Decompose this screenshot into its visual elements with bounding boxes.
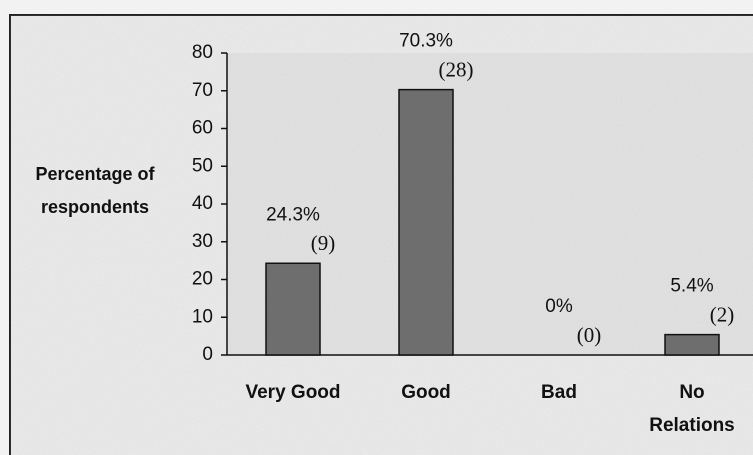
x-tick-label: Very Good <box>245 382 341 403</box>
y-tick-label: 60 <box>192 118 213 139</box>
texture <box>10 15 753 455</box>
x-tick-label: Bad <box>541 382 577 403</box>
count-label: (28) <box>439 57 474 81</box>
x-tick-label: Good <box>401 382 451 403</box>
value-label: 24.3% <box>266 204 320 225</box>
y-tick-label: 20 <box>192 269 213 290</box>
y-tick-label: 10 <box>192 306 213 327</box>
count-label: (9) <box>311 231 336 255</box>
y-axis-label: Percentage of respondents <box>35 164 155 217</box>
y-tick-label: 0 <box>202 344 213 365</box>
count-label: (0) <box>577 323 602 347</box>
value-label: 0% <box>545 296 573 317</box>
value-label: 5.4% <box>670 276 713 297</box>
bar <box>398 88 454 356</box>
y-tick-label: 40 <box>192 193 213 214</box>
y-tick-label: 50 <box>192 155 213 176</box>
value-label: 70.3% <box>399 31 453 52</box>
y-tick-label: 30 <box>192 231 213 252</box>
y-tick-label: 80 <box>192 42 213 63</box>
y-tick-label: 70 <box>192 80 213 101</box>
x-tick-label: No Relations <box>649 382 735 436</box>
bar <box>265 262 321 356</box>
count-label: (2) <box>710 302 735 326</box>
bar <box>664 333 720 356</box>
